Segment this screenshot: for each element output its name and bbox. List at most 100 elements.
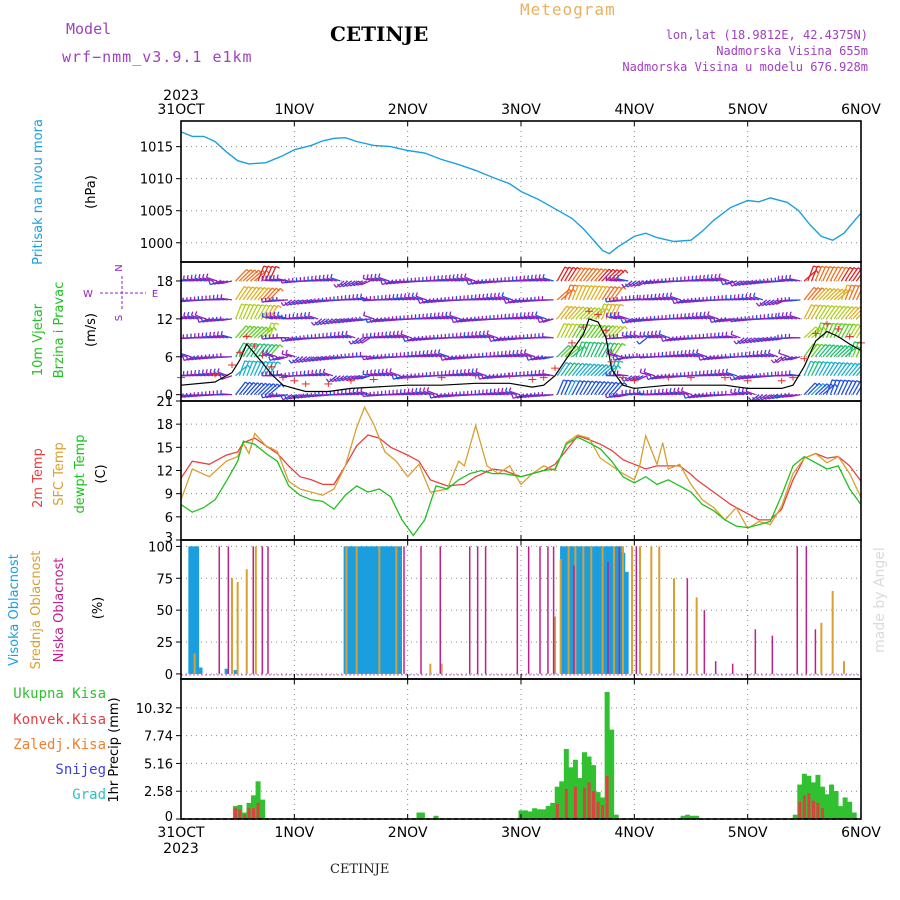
wind-barb-flag: [376, 317, 379, 322]
wind-barb-flag: [694, 297, 697, 302]
wind-barb: [535, 373, 547, 377]
wind-barb-flag: [406, 337, 410, 342]
wind-barb-flag: [729, 317, 732, 323]
wind-barb: [738, 280, 749, 287]
wind-barb: [609, 325, 622, 339]
cloud-bar-1: [622, 546, 624, 674]
wind-barb-flag: [384, 280, 387, 285]
wind-barb: [415, 295, 427, 301]
wind-barb: [475, 280, 487, 285]
wind-barb: [415, 391, 427, 396]
wind-barb-flag: [736, 317, 739, 322]
wind-barb-flag: [280, 279, 283, 284]
wind-barb: [294, 356, 304, 364]
wind-barb: [760, 337, 771, 343]
wind-barb: [527, 356, 539, 361]
wind-barb: [434, 394, 446, 399]
wind-barb: [404, 392, 416, 396]
wind-barb: [623, 280, 633, 288]
wind-barb: [221, 334, 233, 339]
wind-barb: [478, 297, 491, 301]
lonlat-text: lon,lat (18.9812E, 42.4375N): [665, 28, 868, 42]
wind-barb-flag: [287, 395, 291, 400]
wind-barb-flag: [197, 369, 200, 374]
wind-barb: [183, 315, 195, 320]
cloud-bar-1: [559, 559, 562, 674]
wind-barb-flag: [396, 330, 399, 335]
wind-barb-flag: [389, 368, 392, 373]
wind-barb: [590, 363, 603, 377]
wind-barb-flag: [789, 311, 792, 316]
wind-barb: [829, 266, 839, 282]
wind-barb-flag: [762, 395, 766, 400]
wind-barb-flag: [737, 388, 741, 393]
wind-barb-flag: [183, 312, 186, 317]
wind-barb: [285, 337, 296, 342]
wind-barb-flag: [778, 349, 781, 354]
precip-ylabel: 1hr Precip (mm): [107, 697, 122, 802]
wind-barb-flag: [762, 337, 766, 342]
wind-barb-flag: [462, 317, 465, 322]
wind-barb: [339, 375, 349, 382]
wind-barb: [341, 392, 352, 396]
wind-barb-flag: [361, 355, 365, 360]
wind-barb-flag: [344, 376, 348, 381]
wind-barb-flag: [430, 349, 433, 354]
wind-barb-flag: [733, 294, 736, 299]
wind-barb: [363, 277, 375, 282]
wind-barb-flag: [680, 350, 683, 355]
compass-e: E: [152, 289, 158, 300]
wind-barb: [564, 266, 574, 282]
wind-barb-flag: [759, 373, 762, 378]
wind-barb-flag: [709, 318, 713, 323]
wind-barb-flag: [440, 356, 443, 361]
wind-barb-flag: [523, 349, 527, 354]
wind-barb-flag: [344, 282, 348, 287]
wind-barb: [814, 287, 827, 301]
wind-barb-flag: [325, 297, 328, 302]
wind-barb: [523, 278, 535, 282]
wind-barb-flag: [422, 350, 425, 355]
wind-barb: [647, 280, 659, 285]
wind-barb: [761, 299, 771, 307]
wind-barb-flag: [325, 355, 328, 360]
precip-bar-0: [604, 691, 610, 819]
wind-barb: [183, 278, 195, 282]
wind-barb: [292, 316, 304, 320]
wind-barb: [349, 375, 360, 381]
wind-barb: [426, 316, 438, 320]
wind-barb-flag: [643, 368, 646, 373]
precip-bar-1: [238, 809, 242, 819]
wind-barb-flag: [767, 349, 771, 354]
wind-barb: [840, 379, 850, 395]
wind-barb: [356, 297, 367, 301]
wind-barb-flag: [285, 349, 288, 354]
wind-barb-flag: [474, 331, 478, 336]
wind-barb-flag: [407, 388, 410, 393]
wind-barb: [597, 342, 607, 358]
wind-barb-flag: [421, 335, 424, 340]
wind-barb-flag: [489, 278, 491, 283]
wind-barb: [627, 280, 637, 288]
wind-barb-flag: [302, 393, 306, 398]
wind-barb: [301, 356, 311, 363]
wind-barb: [722, 372, 734, 377]
wind-barb-flag: [680, 387, 684, 392]
cloud-bar-0: [364, 546, 368, 674]
wind-barb-flag: [658, 293, 661, 298]
wind-barb-flag: [463, 368, 466, 374]
wind-barb: [422, 353, 434, 358]
wind-barb-flag: [200, 354, 204, 359]
wind-barb-flag: [541, 318, 544, 323]
wind-barb: [764, 337, 775, 342]
wind-barb-flag: [306, 357, 310, 362]
cloud-bar-2: [420, 546, 422, 674]
wind-barb-flag: [310, 392, 313, 397]
wind-barb-flag: [764, 349, 767, 354]
wind-barb: [378, 318, 390, 323]
wind-barb: [357, 337, 367, 345]
wind-barb-flag: [717, 332, 720, 337]
wind-barb: [385, 371, 397, 377]
wind-barb-flag: [643, 331, 646, 336]
wind-barb-flag: [448, 274, 451, 279]
